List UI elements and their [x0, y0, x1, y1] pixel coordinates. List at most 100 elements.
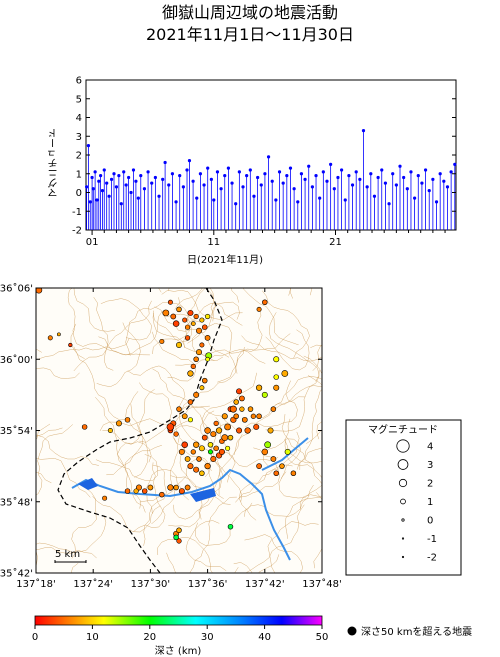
legend-value: 3	[427, 460, 433, 471]
contour-line	[299, 494, 322, 510]
magnitude-point	[281, 181, 285, 185]
epicenter	[172, 320, 180, 327]
magnitude-point	[347, 174, 351, 178]
magnitude-point	[354, 170, 358, 174]
magnitude-point	[332, 187, 336, 191]
magnitude-point	[114, 185, 119, 189]
contour-line	[168, 288, 215, 322]
epicenter	[184, 456, 191, 462]
magnitude-point	[124, 183, 128, 187]
epicenter	[256, 413, 262, 419]
magnitude-point	[256, 175, 260, 180]
epicenter	[181, 413, 188, 420]
magnitude-point	[431, 177, 435, 181]
magnitude-point	[146, 170, 150, 174]
legend-symbol	[396, 439, 410, 453]
magnitude-point	[318, 196, 322, 200]
epicenter	[273, 470, 279, 476]
legend-symbol	[401, 555, 405, 559]
contour-line	[166, 552, 239, 573]
magnitude-point	[445, 185, 450, 189]
epicenter	[135, 484, 142, 491]
contour-line	[265, 369, 320, 432]
epicenter	[207, 441, 214, 448]
epicenter	[167, 299, 173, 305]
magnitude-point	[365, 185, 369, 189]
magnitude-point	[413, 196, 417, 200]
epicenter	[187, 463, 194, 470]
magnitude-point	[206, 166, 210, 170]
contour-line	[179, 405, 219, 461]
epicenter	[187, 309, 194, 316]
contour-line	[36, 427, 63, 484]
y-tick-label: -1	[72, 207, 82, 218]
epicenter	[256, 306, 262, 312]
magnitude-point	[97, 179, 101, 183]
epicenters	[36, 288, 297, 544]
magnitude-point	[321, 170, 325, 174]
contour-line	[96, 454, 158, 481]
contour-line	[235, 447, 281, 503]
magnitude-point	[102, 168, 106, 172]
magnitude-point	[292, 187, 296, 191]
contour-line	[152, 368, 218, 436]
contour-line	[151, 437, 179, 525]
contour-line	[152, 331, 197, 382]
magnitude-point	[185, 168, 189, 172]
epicenter	[205, 356, 210, 362]
epicenter	[173, 484, 179, 491]
epicenter	[227, 523, 234, 530]
magnitude-point	[212, 198, 216, 202]
contour-line	[241, 335, 322, 362]
magnitude-point	[88, 200, 92, 204]
magnitude-point	[142, 187, 147, 191]
magnitude-point	[134, 179, 138, 183]
magnitude-point	[150, 181, 154, 185]
magnitude-point	[270, 179, 274, 183]
epicenter	[184, 324, 191, 330]
epicenter	[273, 374, 279, 380]
epicenter	[199, 342, 205, 348]
contour-line	[185, 520, 227, 572]
contour-line	[173, 460, 222, 520]
topographic-contours	[36, 288, 322, 573]
magnitude-point	[336, 175, 340, 180]
contour-line	[130, 391, 149, 478]
scale-label: 5 km	[55, 549, 80, 560]
epicenter	[281, 370, 289, 377]
epicenter	[261, 448, 269, 456]
epicenter	[207, 449, 213, 455]
contour-line	[245, 504, 305, 573]
contour-line	[175, 349, 266, 366]
magnitude-point	[339, 168, 344, 172]
epicenter	[273, 356, 280, 363]
epicenter	[193, 356, 199, 362]
magnitude-point	[434, 200, 439, 204]
colorbar-label: 深さ (km)	[155, 645, 202, 657]
contour-line	[233, 562, 253, 573]
magnitude-point	[405, 187, 409, 191]
magnitude-point	[95, 198, 99, 202]
lon-tick-label: 137˚24'	[73, 578, 113, 590]
y-tick-label: -2	[72, 226, 82, 237]
epicenter	[233, 413, 239, 419]
epicenter	[255, 384, 263, 391]
contour-line	[127, 365, 186, 416]
epicenter	[215, 427, 223, 434]
epicenter	[47, 335, 53, 341]
magnitude-point	[303, 177, 307, 181]
magnitude-point	[361, 129, 366, 133]
magnitude-point	[167, 183, 171, 187]
epicenter	[233, 399, 239, 405]
contour-line	[174, 406, 237, 443]
magnitude-point	[380, 168, 384, 172]
epicenter	[124, 417, 131, 423]
prefecture-boundary	[57, 288, 223, 573]
y-axis-label: マグニチュード	[49, 128, 60, 198]
lon-tick-label: 137˚18'	[16, 578, 56, 590]
magnitude-point	[394, 183, 398, 187]
epicenter	[247, 406, 254, 412]
epicenter	[176, 527, 182, 533]
epicenter	[196, 349, 203, 356]
legend-value: -1	[427, 534, 437, 545]
